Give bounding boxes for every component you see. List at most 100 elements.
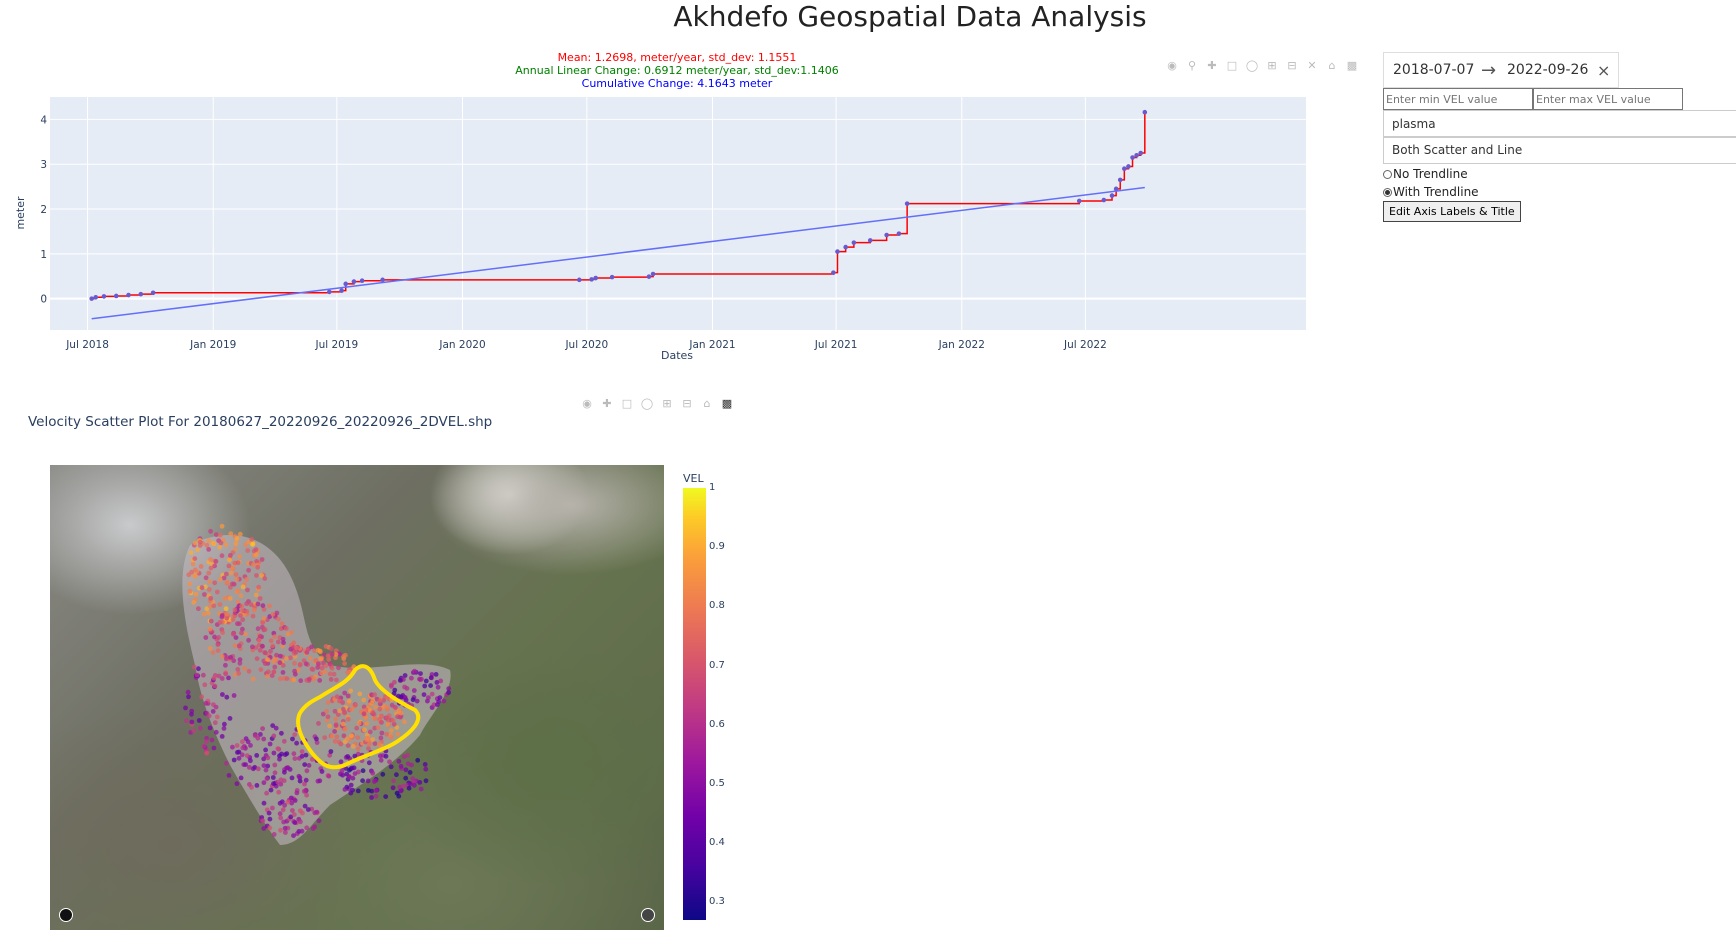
velocity-point bbox=[406, 785, 412, 791]
velocity-point bbox=[360, 778, 365, 784]
camera-icon[interactable]: ◉ bbox=[1167, 58, 1177, 72]
velocity-point bbox=[402, 719, 407, 725]
velocity-point bbox=[342, 726, 348, 732]
velocity-point bbox=[304, 825, 310, 831]
velocity-point bbox=[433, 672, 439, 677]
velocity-point bbox=[345, 716, 351, 722]
pan-icon[interactable]: ✚ bbox=[602, 396, 612, 410]
velocity-point bbox=[201, 743, 207, 749]
zoom-in-icon[interactable]: ⊞ bbox=[662, 396, 672, 410]
autoscale-icon[interactable]: ✕ bbox=[1307, 58, 1317, 72]
velocity-point bbox=[435, 702, 440, 707]
camera-icon[interactable]: ◉ bbox=[582, 396, 592, 410]
velocity-point bbox=[212, 634, 217, 640]
series-point bbox=[1142, 109, 1148, 115]
clear-date-icon[interactable]: × bbox=[1597, 60, 1611, 80]
velocity-point bbox=[310, 826, 316, 831]
velocity-point bbox=[428, 683, 433, 688]
edit-axis-labels-button[interactable]: Edit Axis Labels & Title bbox=[1383, 201, 1521, 222]
box-select-icon[interactable]: □ bbox=[1226, 58, 1238, 72]
velocity-point bbox=[353, 702, 358, 708]
radio-with-trendline[interactable]: With Trendline bbox=[1383, 185, 1479, 199]
velocity-point bbox=[372, 692, 377, 698]
velocity-point bbox=[220, 630, 226, 635]
velocity-point bbox=[383, 753, 389, 759]
home-icon[interactable]: ⌂ bbox=[703, 396, 711, 410]
highlight-region bbox=[296, 664, 421, 770]
velocity-point bbox=[196, 718, 202, 723]
velocity-point bbox=[232, 607, 238, 613]
velocity-point bbox=[199, 694, 205, 700]
velocity-point bbox=[278, 827, 283, 833]
colorbar bbox=[683, 488, 706, 920]
velocity-point bbox=[212, 720, 218, 726]
min-vel-input[interactable] bbox=[1383, 88, 1533, 110]
velocity-point bbox=[217, 544, 223, 550]
radio-no-trendline[interactable]: No Trendline bbox=[1383, 167, 1468, 181]
velocity-point bbox=[257, 596, 263, 601]
colorscale-value: plasma bbox=[1392, 117, 1436, 131]
velocity-point bbox=[261, 826, 267, 831]
velocity-point bbox=[266, 669, 271, 675]
velocity-point bbox=[289, 630, 294, 635]
velocity-point bbox=[298, 819, 303, 825]
velocity-point bbox=[237, 531, 243, 537]
velocity-overlay bbox=[182, 523, 452, 845]
velocity-point bbox=[265, 673, 270, 679]
velocity-point bbox=[310, 667, 316, 672]
velocity-point bbox=[335, 712, 341, 717]
velocity-point bbox=[235, 560, 241, 565]
trendline bbox=[91, 186, 1145, 320]
velocity-point bbox=[446, 686, 452, 691]
velocity-point bbox=[212, 580, 218, 586]
velocity-map[interactable] bbox=[50, 465, 664, 930]
velocity-point bbox=[262, 576, 268, 581]
velocity-point bbox=[302, 762, 308, 767]
velocity-point bbox=[306, 676, 312, 682]
plot-background bbox=[50, 97, 1306, 330]
zoom-out-icon[interactable]: ⊟ bbox=[682, 396, 692, 410]
zoom-out-icon[interactable]: ⊟ bbox=[1287, 58, 1297, 72]
plotly-logo-icon[interactable]: ▩ bbox=[1346, 58, 1358, 72]
date-start[interactable]: 2018-07-07 bbox=[1393, 62, 1475, 78]
stats-cumulative: Cumulative Change: 4.1643 meter bbox=[582, 77, 773, 90]
home-icon[interactable]: ⌂ bbox=[1328, 58, 1336, 72]
velocity-point bbox=[195, 547, 201, 553]
velocity-point bbox=[370, 697, 376, 703]
date-end[interactable]: 2022-09-26 bbox=[1507, 62, 1589, 78]
date-range-picker[interactable]: 2018-07-07 → 2022-09-26 × bbox=[1383, 52, 1619, 88]
plotly-logo-icon[interactable]: ▩ bbox=[721, 396, 733, 410]
velocity-point bbox=[305, 807, 311, 812]
pan-icon[interactable]: ✚ bbox=[1207, 58, 1217, 72]
velocity-point bbox=[437, 695, 443, 700]
velocity-point bbox=[254, 783, 260, 788]
velocity-point bbox=[366, 760, 372, 766]
velocity-point bbox=[375, 725, 381, 730]
velocity-point bbox=[206, 610, 211, 616]
velocity-point bbox=[411, 688, 417, 693]
velocity-point bbox=[334, 694, 340, 700]
velocity-point bbox=[404, 686, 410, 691]
zoom-in-icon[interactable]: ⊞ bbox=[1267, 58, 1277, 72]
info-icon[interactable] bbox=[641, 908, 655, 922]
plot-mode-select[interactable]: Both Scatter and Line bbox=[1383, 136, 1736, 164]
box-select-icon[interactable]: □ bbox=[621, 396, 633, 410]
velocity-point bbox=[403, 775, 409, 781]
velocity-point bbox=[337, 708, 343, 714]
velocity-point bbox=[372, 741, 378, 746]
velocity-point bbox=[231, 693, 237, 698]
zoom-icon[interactable]: ⚲ bbox=[1187, 58, 1197, 72]
lasso-icon[interactable]: ◯ bbox=[1245, 58, 1259, 72]
velocity-point bbox=[323, 644, 329, 649]
velocity-point bbox=[300, 810, 305, 816]
max-vel-input[interactable] bbox=[1533, 88, 1683, 110]
timeseries-chart[interactable]: Mean: 1.2698, meter/year, std_dev: 1.155… bbox=[0, 46, 1330, 376]
radio-with-trendline-button[interactable] bbox=[1383, 187, 1392, 197]
velocity-point bbox=[253, 592, 259, 598]
velocity-point bbox=[332, 729, 337, 734]
velocity-point bbox=[230, 566, 236, 571]
velocity-point bbox=[332, 738, 338, 744]
colorscale-select[interactable]: plasma bbox=[1383, 110, 1736, 138]
lasso-icon[interactable]: ◯ bbox=[640, 396, 654, 410]
radio-no-trendline-button[interactable] bbox=[1383, 169, 1392, 179]
